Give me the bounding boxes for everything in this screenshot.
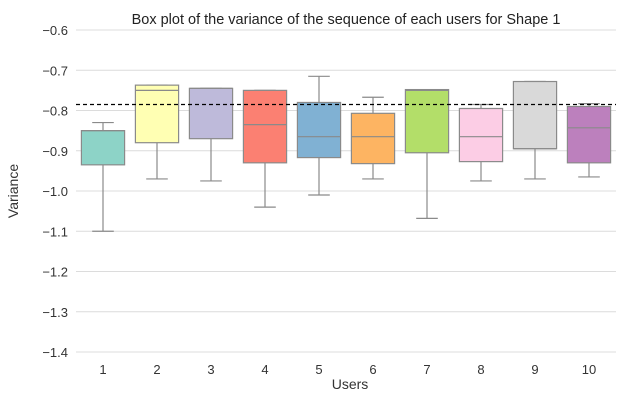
box-user-10 bbox=[566, 103, 612, 178]
x-tick-label: 7 bbox=[423, 362, 430, 377]
x-tick-label: 2 bbox=[153, 362, 160, 377]
y-tick-label: −0.8 bbox=[42, 104, 68, 119]
boxes bbox=[80, 75, 612, 232]
x-tick-label: 5 bbox=[315, 362, 322, 377]
x-tick-label: 4 bbox=[261, 362, 268, 377]
gridlines bbox=[76, 29, 616, 353]
y-tick-label: −0.7 bbox=[42, 63, 68, 78]
x-tick-label: 10 bbox=[582, 362, 596, 377]
x-tick-label: 3 bbox=[207, 362, 214, 377]
y-tick-label: −1.0 bbox=[42, 184, 68, 199]
iqr-box bbox=[566, 105, 612, 164]
iqr-box bbox=[188, 87, 234, 140]
y-tick-label: −1.3 bbox=[42, 305, 68, 320]
iqr-box bbox=[134, 84, 180, 144]
iqr-box bbox=[512, 80, 558, 150]
box-user-7 bbox=[404, 88, 450, 219]
iqr-box bbox=[350, 112, 396, 165]
iqr-box bbox=[80, 130, 126, 166]
y-tick-label: −1.4 bbox=[42, 345, 68, 360]
x-tick-label: 9 bbox=[531, 362, 538, 377]
box-user-2 bbox=[134, 84, 180, 180]
iqr-box bbox=[458, 107, 504, 163]
box-user-8 bbox=[458, 103, 504, 182]
box-user-1 bbox=[80, 121, 126, 232]
x-tick-labels: 1 2 3 4 5 6 7 8 9 10 bbox=[99, 362, 596, 377]
chart-title: Box plot of the variance of the sequence… bbox=[132, 12, 561, 28]
y-tick-labels: −0.6 −0.7 −0.8 −0.9 −1.0 −1.1 −1.2 −1.3 −1.4 bbox=[42, 23, 68, 360]
x-axis-label: Users bbox=[332, 376, 369, 392]
y-tick-label: −0.6 bbox=[42, 23, 68, 38]
iqr-box bbox=[242, 89, 288, 164]
y-tick-label: −1.2 bbox=[42, 265, 68, 280]
y-tick-label: −1.1 bbox=[42, 224, 68, 239]
iqr-box bbox=[404, 88, 450, 154]
iqr-box bbox=[296, 101, 342, 159]
box-user-3 bbox=[188, 87, 234, 182]
box-user-6 bbox=[350, 96, 396, 180]
box-user-5 bbox=[296, 75, 342, 196]
box-user-4 bbox=[242, 89, 288, 208]
box-user-9 bbox=[512, 80, 558, 180]
x-tick-label: 1 bbox=[99, 362, 106, 377]
x-tick-label: 8 bbox=[477, 362, 484, 377]
y-tick-label: −0.9 bbox=[42, 144, 68, 159]
y-axis-label: Variance bbox=[5, 164, 21, 218]
x-tick-label: 6 bbox=[369, 362, 376, 377]
